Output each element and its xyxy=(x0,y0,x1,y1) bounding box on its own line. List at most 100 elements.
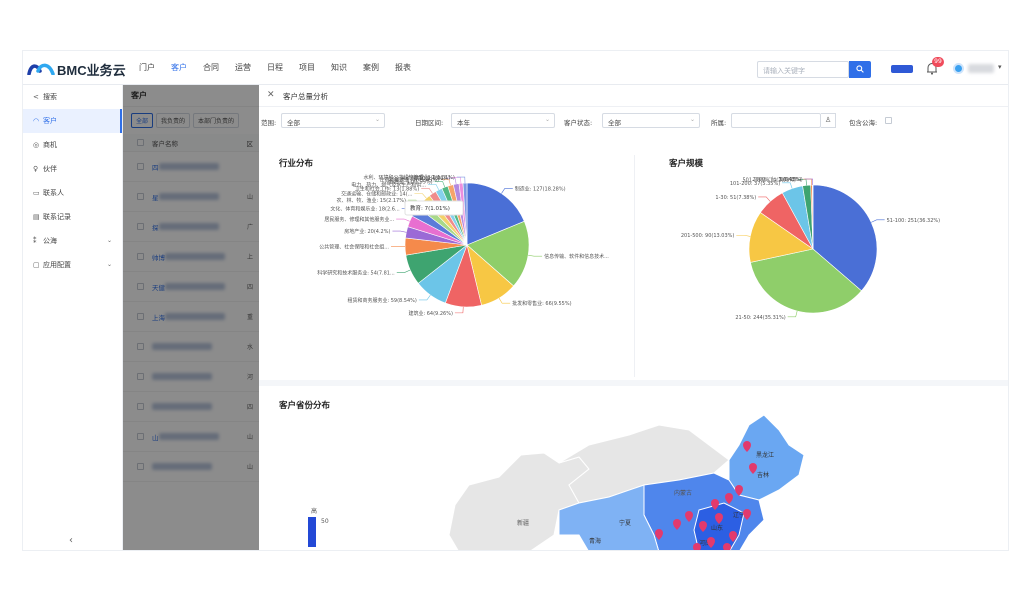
date-range-select[interactable]: 本年 ⌄ xyxy=(451,113,555,128)
sidebar-item[interactable]: ◎ 商机 xyxy=(23,133,122,157)
include-public-checkbox[interactable] xyxy=(885,117,892,124)
chart-tooltip: 教育: 7(1.01%) xyxy=(404,200,464,216)
map-pin-icon[interactable] xyxy=(723,543,731,551)
pie-slice[interactable] xyxy=(462,182,468,246)
pie-data-label: 科学研究和技术服务业: 54(7.81... xyxy=(317,269,395,276)
list-title: 客户 xyxy=(123,85,259,107)
sidebar-item[interactable]: ▭ 联系人 xyxy=(23,181,122,205)
row-checkbox[interactable] xyxy=(137,163,144,170)
list-tab[interactable]: 本部门负责的 xyxy=(193,113,240,128)
table-row[interactable]: 星山 xyxy=(123,182,259,212)
row-checkbox[interactable] xyxy=(137,343,144,350)
table-row[interactable]: 水 xyxy=(123,332,259,362)
map-pin-icon[interactable] xyxy=(699,521,707,532)
sidebar-item[interactable]: ◠ 客户 xyxy=(23,109,122,133)
row-checkbox[interactable] xyxy=(137,283,144,290)
map-pin-icon[interactable] xyxy=(749,463,757,474)
row-name-prefix: 星 xyxy=(152,193,159,202)
nav-item[interactable]: 合同 xyxy=(203,63,219,72)
table-row[interactable]: 四 xyxy=(123,392,259,422)
map-pin-icon[interactable] xyxy=(729,531,737,542)
table-row[interactable]: 四 xyxy=(123,152,259,182)
row-region: 山 xyxy=(246,464,253,471)
label-leader-line xyxy=(396,218,410,222)
sidebar-item[interactable]: ♀ 伙伴 xyxy=(23,157,122,181)
pie-data-label: 房地产业: 20(4.2%) xyxy=(344,228,390,235)
search-button[interactable] xyxy=(849,61,871,78)
row-checkbox[interactable] xyxy=(137,253,144,260)
nav-item[interactable]: 项目 xyxy=(299,63,315,72)
sidebar-item[interactable]: < 搜索 xyxy=(23,85,122,109)
person-picker-icon[interactable]: ♙ xyxy=(821,113,836,128)
scope-value: 全部 xyxy=(287,119,300,127)
sidebar-item-label: 伙伴 xyxy=(43,165,57,173)
owner-input[interactable] xyxy=(731,113,821,128)
sidebar-item[interactable]: ▤ 联系记录 xyxy=(23,205,122,229)
row-name-prefix: 天健 xyxy=(152,283,165,292)
search-icon xyxy=(856,65,864,73)
row-checkbox[interactable] xyxy=(137,223,144,230)
table-row[interactable]: 山山 xyxy=(123,422,259,452)
table-row[interactable]: 上海 重 xyxy=(123,302,259,332)
row-region: 上 xyxy=(246,254,253,261)
table-row[interactable]: 天健 四 xyxy=(123,272,259,302)
sidebar-item[interactable]: ▢ 应用配置 ⌄ xyxy=(23,253,122,277)
row-checkbox[interactable] xyxy=(137,433,144,440)
pie-slice[interactable] xyxy=(466,220,530,287)
user-name-blurred[interactable] xyxy=(968,64,994,73)
select-all-checkbox[interactable] xyxy=(137,139,144,146)
table-row[interactable]: 探广 xyxy=(123,212,259,242)
quick-action-button[interactable] xyxy=(891,65,913,73)
pie-slice[interactable] xyxy=(466,182,525,246)
map-pin-icon[interactable] xyxy=(693,543,701,551)
map-pin-icon[interactable] xyxy=(743,509,751,520)
collapse-sidebar-icon[interactable]: ‹ xyxy=(69,535,73,546)
size-chart-title: 客户规模 xyxy=(669,159,704,169)
row-name-blurred xyxy=(165,283,225,290)
avatar[interactable] xyxy=(953,63,964,74)
contact-card-icon: ▭ xyxy=(33,189,40,197)
nav-item[interactable]: 客户 xyxy=(171,63,187,72)
nav-item[interactable]: 案例 xyxy=(363,63,379,72)
province-map: 新疆 内蒙古 黑龙江 吉林 辽宁 青海 宁夏 河南 山东 高 50 xyxy=(308,414,805,551)
list-tab[interactable]: 全部 xyxy=(131,113,154,128)
share-icon: < xyxy=(33,93,39,101)
nav-item[interactable]: 运营 xyxy=(235,63,251,72)
row-checkbox[interactable] xyxy=(137,193,144,200)
table-row[interactable]: 河 xyxy=(123,362,259,392)
modal-overlay[interactable] xyxy=(123,85,259,550)
map-pin-icon[interactable] xyxy=(735,485,743,496)
table-row[interactable]: 帅博 上 xyxy=(123,242,259,272)
map-pin-icon[interactable] xyxy=(655,529,663,540)
caret-down-icon[interactable]: ▾ xyxy=(998,63,1002,71)
nav-item[interactable]: 日程 xyxy=(267,63,283,72)
search-input[interactable]: 请输入关键字 xyxy=(757,61,849,78)
row-checkbox[interactable] xyxy=(137,313,144,320)
scope-select[interactable]: 全部 ⌄ xyxy=(281,113,385,128)
row-checkbox[interactable] xyxy=(137,373,144,380)
nav-item[interactable]: 知识 xyxy=(331,63,347,72)
nav-item[interactable]: 门户 xyxy=(139,63,155,72)
row-checkbox[interactable] xyxy=(137,463,144,470)
sidebar-item[interactable]: ⁑ 公海 ⌄ xyxy=(23,229,122,253)
nav-item[interactable]: 报表 xyxy=(395,63,411,72)
map-pin-icon[interactable] xyxy=(743,441,751,452)
map-pin-icon[interactable] xyxy=(707,537,715,548)
map-pin-icon[interactable] xyxy=(725,493,733,504)
close-icon[interactable]: ✕ xyxy=(267,90,275,100)
table-row[interactable]: 山 xyxy=(123,452,259,482)
label-leader-line xyxy=(414,193,427,199)
sidebar-item-label: 联系人 xyxy=(43,189,64,197)
map-pin-icon[interactable] xyxy=(711,499,719,510)
map-pin-icon[interactable] xyxy=(673,519,681,530)
list-tab[interactable]: 我负责的 xyxy=(156,113,191,128)
status-select[interactable]: 全部 ⌄ xyxy=(602,113,700,128)
row-region: 山 xyxy=(246,434,253,441)
main-nav: 门户 客户 合同 运营 日程 项目 知识 案例 报表 xyxy=(131,51,419,85)
pie-data-label: 201-500: 90(13.03%) xyxy=(681,233,735,239)
row-checkbox[interactable] xyxy=(137,403,144,410)
map-pin-icon[interactable] xyxy=(715,513,723,524)
map-pin-icon[interactable] xyxy=(685,511,693,522)
customer-list-panel: 客户 全部 我负责的 本部门负责的 客户名称 区 四星山探广帅博上天健四上海重水河四… xyxy=(123,85,259,550)
pie-data-label: 金融业: 11(1.59%) xyxy=(388,179,432,186)
